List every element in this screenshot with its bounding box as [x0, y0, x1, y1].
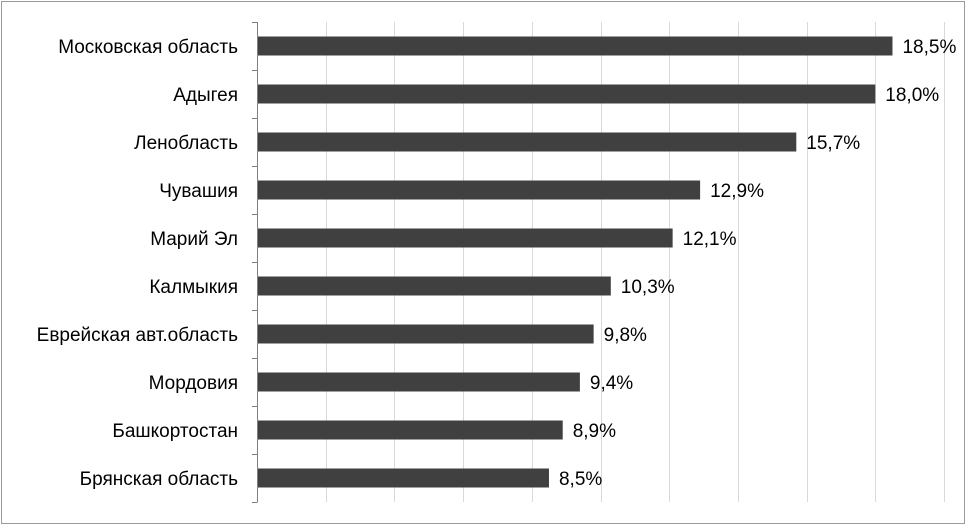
category-label: Ленобласть — [134, 133, 238, 154]
category-label: Марий Эл — [150, 229, 238, 250]
category-label: Еврейская авт.область — [37, 325, 238, 346]
bar — [258, 229, 673, 248]
category-label: Башкортостан — [112, 421, 238, 442]
bar — [258, 181, 700, 200]
bar — [258, 133, 796, 152]
data-label: 10,3% — [621, 277, 675, 298]
bar — [258, 421, 563, 440]
category-label: Чувашия — [159, 181, 238, 202]
bar — [258, 325, 594, 344]
bars — [258, 37, 892, 488]
category-label: Калмыкия — [149, 277, 238, 298]
category-label: Адыгея — [173, 85, 238, 106]
data-label: 15,7% — [806, 133, 860, 154]
data-label: 18,0% — [885, 85, 939, 106]
data-label: 12,9% — [710, 181, 764, 202]
data-label: 18,5% — [902, 37, 956, 58]
bar — [258, 85, 875, 104]
data-label: 9,8% — [604, 325, 647, 346]
data-label: 8,5% — [559, 469, 602, 490]
category-label: Мордовия — [149, 373, 238, 394]
category-axis — [252, 22, 258, 503]
data-label: 9,4% — [590, 373, 633, 394]
data-labels: 18,5% 18,0% 15,7% 12,9% 12,1% 10,3% 9,8% 9,4% 8,… — [559, 37, 956, 490]
data-label: 12,1% — [683, 229, 737, 250]
bar — [258, 469, 549, 488]
category-labels: Московская область Адыгея Ленобласть Чуваши… — [37, 37, 238, 490]
category-label: Брянская область — [80, 469, 238, 490]
bar — [258, 277, 611, 296]
data-label: 8,9% — [573, 421, 616, 442]
category-label: Московская область — [58, 37, 238, 58]
bar — [258, 373, 580, 392]
bar — [258, 37, 892, 56]
